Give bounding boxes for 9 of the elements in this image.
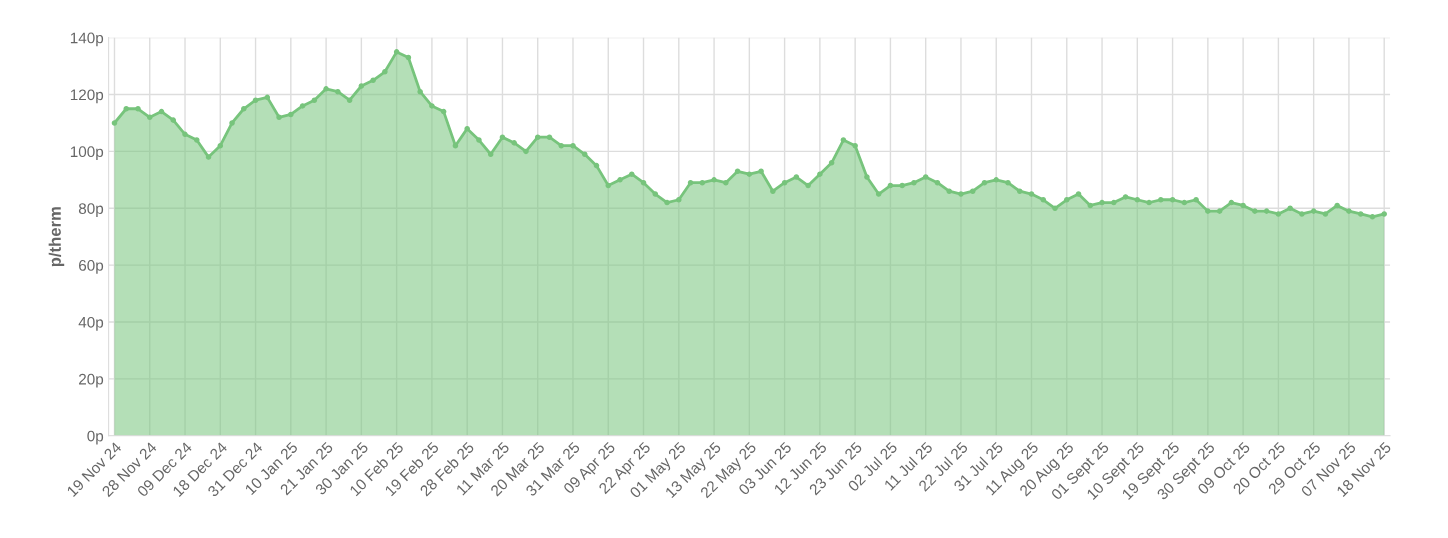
y-tick-label: 60p (79, 260, 104, 274)
y-tick-label: 120p (70, 89, 104, 104)
y-tick-label: 100p (70, 146, 104, 161)
y-tick-label: 20p (79, 373, 104, 388)
y-axis-title: p/therm (48, 207, 65, 267)
y-tick-label: 40p (78, 316, 104, 331)
y-tick-label: 140p (70, 32, 104, 47)
y-tick-label: 80p (78, 203, 104, 217)
y-tick-label: 0p (87, 430, 104, 445)
